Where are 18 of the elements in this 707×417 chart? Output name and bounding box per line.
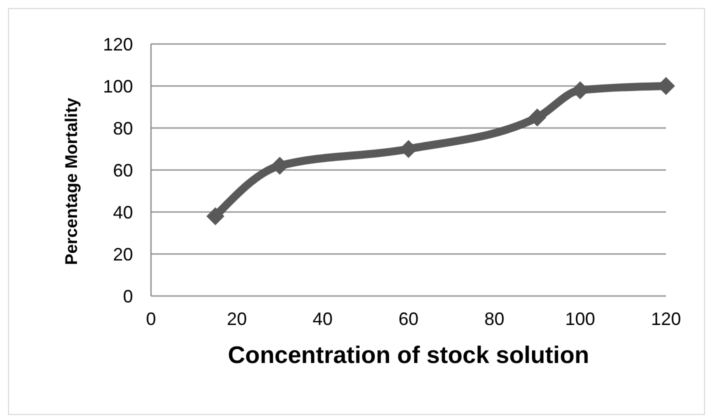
y-tick-label: 20	[112, 244, 133, 264]
x-tick-label: 100	[565, 308, 596, 329]
x-tick-label: 120	[650, 308, 682, 329]
x-tick-label: 60	[398, 308, 419, 329]
x-tick-label: 80	[484, 308, 504, 329]
point	[206, 207, 224, 226]
x-tick-label: 40	[312, 308, 333, 329]
y-tick-label: 100	[102, 76, 133, 96]
y-tick-label: 40	[112, 202, 133, 222]
y-tick-label: 80	[112, 118, 133, 138]
point	[528, 108, 546, 126]
y-tick-label: 120	[102, 34, 133, 54]
x-tick-label: 20	[226, 308, 247, 329]
y-tick-label: 60	[112, 160, 133, 180]
x-axis-title: Concentration of stock solution	[228, 342, 590, 370]
y-axis-title: Percentage Mortality	[62, 97, 82, 265]
x-tick-label: 0	[146, 308, 156, 329]
y-tick-label: 0	[122, 286, 133, 306]
